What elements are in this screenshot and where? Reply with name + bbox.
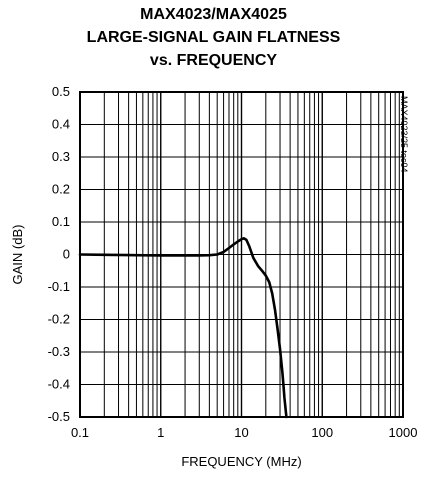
x-tick-label: 0.1: [71, 425, 89, 440]
y-tick-label: 0.2: [52, 182, 70, 197]
y-tick-label: -0.1: [48, 279, 70, 294]
y-tick-label: 0.5: [52, 84, 70, 99]
x-tick-label: 1: [157, 425, 164, 440]
y-tick-label: -0.5: [48, 409, 70, 424]
gain-series-line: [78, 237, 288, 419]
y-tick-label: 0.1: [52, 214, 70, 229]
tick-labels: 0.50.40.30.20.10-0.1-0.2-0.3-0.4-0.50.1 1…: [48, 84, 418, 440]
x-axis-label: FREQUENCY (MHz): [181, 454, 301, 469]
chart-title-line-3: vs. FREQUENCY: [149, 52, 278, 69]
x-tick-label: 100: [311, 425, 333, 440]
y-axis-label: GAIN (dB): [10, 225, 25, 285]
figure-tag: MAX4023/25 toc04: [399, 96, 409, 173]
y-tick-label: -0.4: [48, 377, 70, 392]
chart-title-line-1: MAX4023/MAX4025: [140, 6, 287, 23]
chart-title-line-2: LARGE-SIGNAL GAIN FLATNESS: [86, 29, 341, 46]
y-tick-label: -0.2: [48, 312, 70, 327]
x-tick-label: 1000: [389, 425, 418, 440]
plot-frame: [79, 91, 404, 418]
y-tick-label: 0: [63, 247, 70, 262]
y-tick-label: 0.4: [52, 117, 70, 132]
x-tick-label: 10: [234, 425, 248, 440]
data-layer: [78, 237, 288, 419]
y-tick-label: -0.3: [48, 344, 70, 359]
y-tick-label: 0.3: [52, 149, 70, 164]
